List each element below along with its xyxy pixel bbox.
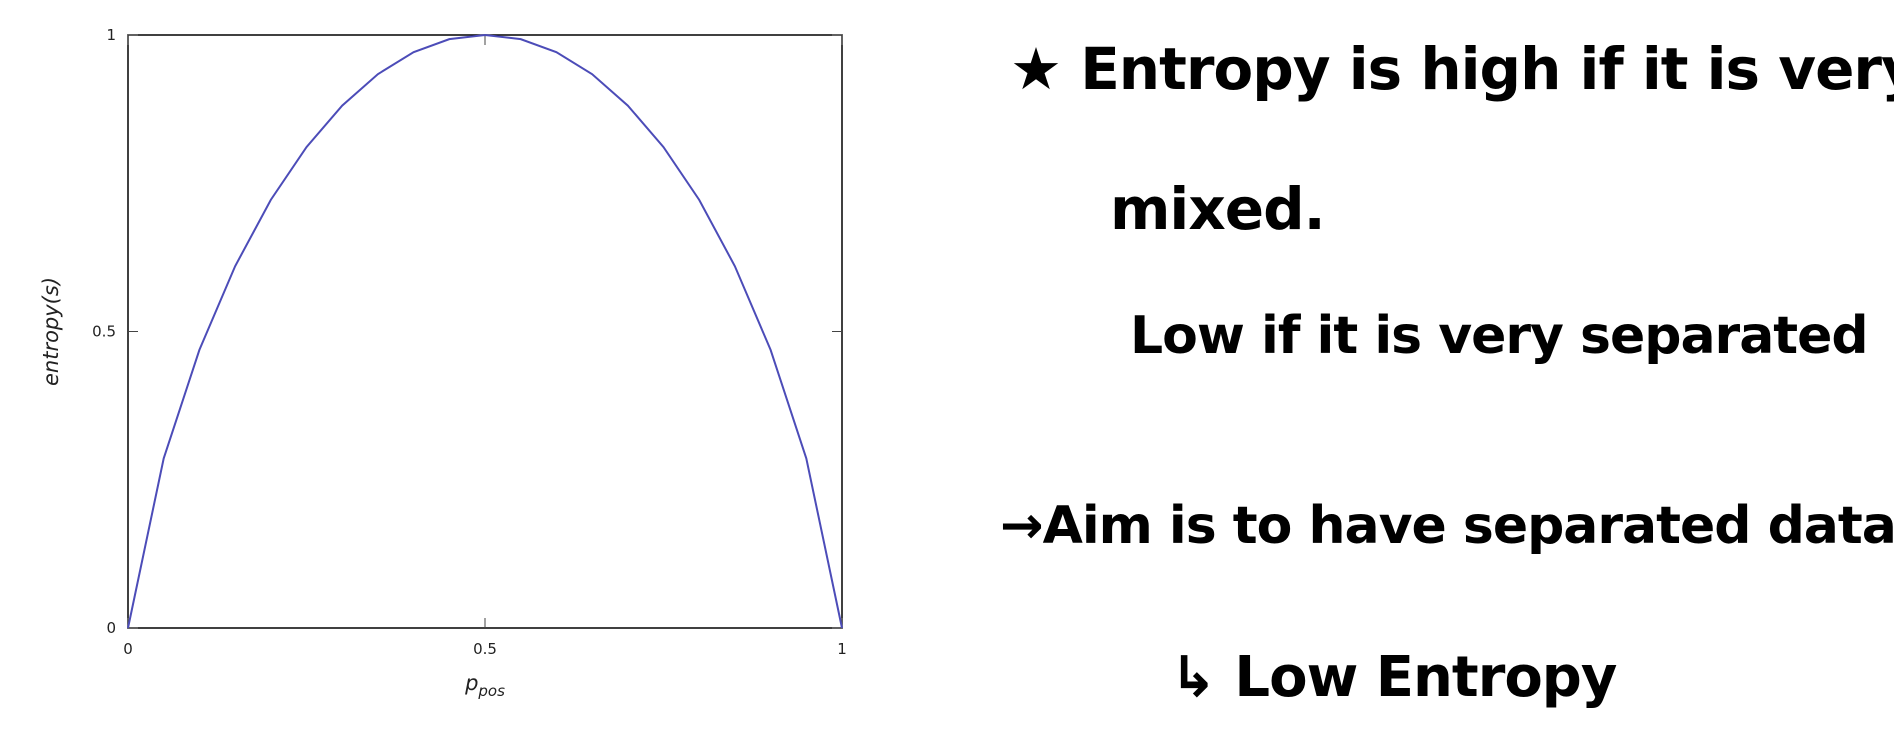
x-axis-ticks: 0 0.5 1 bbox=[123, 35, 847, 658]
entropy-chart: 00.51 0 0.5 1 ppos entropy(s) bbox=[39, 26, 847, 700]
x-axis-label-main: p bbox=[464, 671, 478, 695]
plot-frame bbox=[127, 34, 843, 629]
note-entropy-high: ★ Entropy is high if it is very bbox=[1010, 35, 1894, 103]
note-low-separated: Low if it is very separated bbox=[1130, 306, 1869, 366]
x-tick-label: 0 bbox=[123, 640, 133, 658]
y-tick-label: 0 bbox=[106, 619, 116, 637]
x-axis-label: ppos bbox=[464, 671, 505, 700]
y-tick-label: 1 bbox=[106, 26, 116, 44]
x-tick-label: 0.5 bbox=[473, 640, 497, 658]
x-tick-label: 1 bbox=[837, 640, 847, 658]
y-axis-label: entropy(s) bbox=[39, 277, 63, 386]
handwritten-notes: ★ Entropy is high if it is very mixed. L… bbox=[990, 20, 1894, 740]
note-mixed: mixed. bbox=[1110, 175, 1326, 243]
note-low-entropy: ↳ Low Entropy bbox=[1170, 645, 1617, 710]
note-aim: →Aim is to have separated data bbox=[1000, 496, 1894, 556]
y-axis-ticks: 00.51 bbox=[92, 26, 842, 637]
entropy-curve bbox=[127, 33, 843, 629]
y-tick-label: 0.5 bbox=[92, 323, 116, 341]
x-axis-label-subscript: pos bbox=[477, 682, 505, 700]
